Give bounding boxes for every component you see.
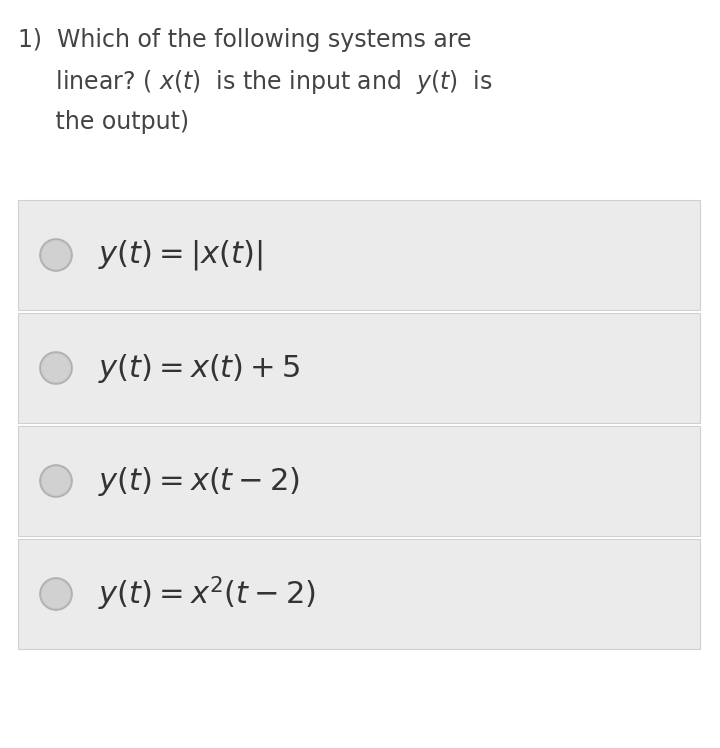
Circle shape bbox=[40, 578, 72, 610]
Circle shape bbox=[42, 467, 70, 495]
FancyBboxPatch shape bbox=[18, 313, 700, 423]
Text: $y(t) = x(t - 2)$: $y(t) = x(t - 2)$ bbox=[98, 465, 300, 497]
Text: $y(t) = x(t) + 5$: $y(t) = x(t) + 5$ bbox=[98, 352, 300, 384]
Circle shape bbox=[40, 239, 72, 271]
Text: the output): the output) bbox=[18, 110, 189, 134]
Circle shape bbox=[42, 354, 70, 382]
Circle shape bbox=[40, 465, 72, 497]
Circle shape bbox=[42, 580, 70, 608]
Text: 1)  Which of the following systems are: 1) Which of the following systems are bbox=[18, 28, 472, 52]
Text: $y(t) = |x(t)|$: $y(t) = |x(t)|$ bbox=[98, 238, 263, 272]
Text: $y(t) = x^{2}(t - 2)$: $y(t) = x^{2}(t - 2)$ bbox=[98, 574, 316, 613]
Circle shape bbox=[40, 352, 72, 384]
Circle shape bbox=[42, 241, 70, 269]
FancyBboxPatch shape bbox=[18, 426, 700, 536]
FancyBboxPatch shape bbox=[18, 200, 700, 310]
FancyBboxPatch shape bbox=[18, 539, 700, 649]
Text: linear? ( $x(t)$  is the input and  $y(t)$  is: linear? ( $x(t)$ is the input and $y(t)$… bbox=[18, 68, 492, 96]
